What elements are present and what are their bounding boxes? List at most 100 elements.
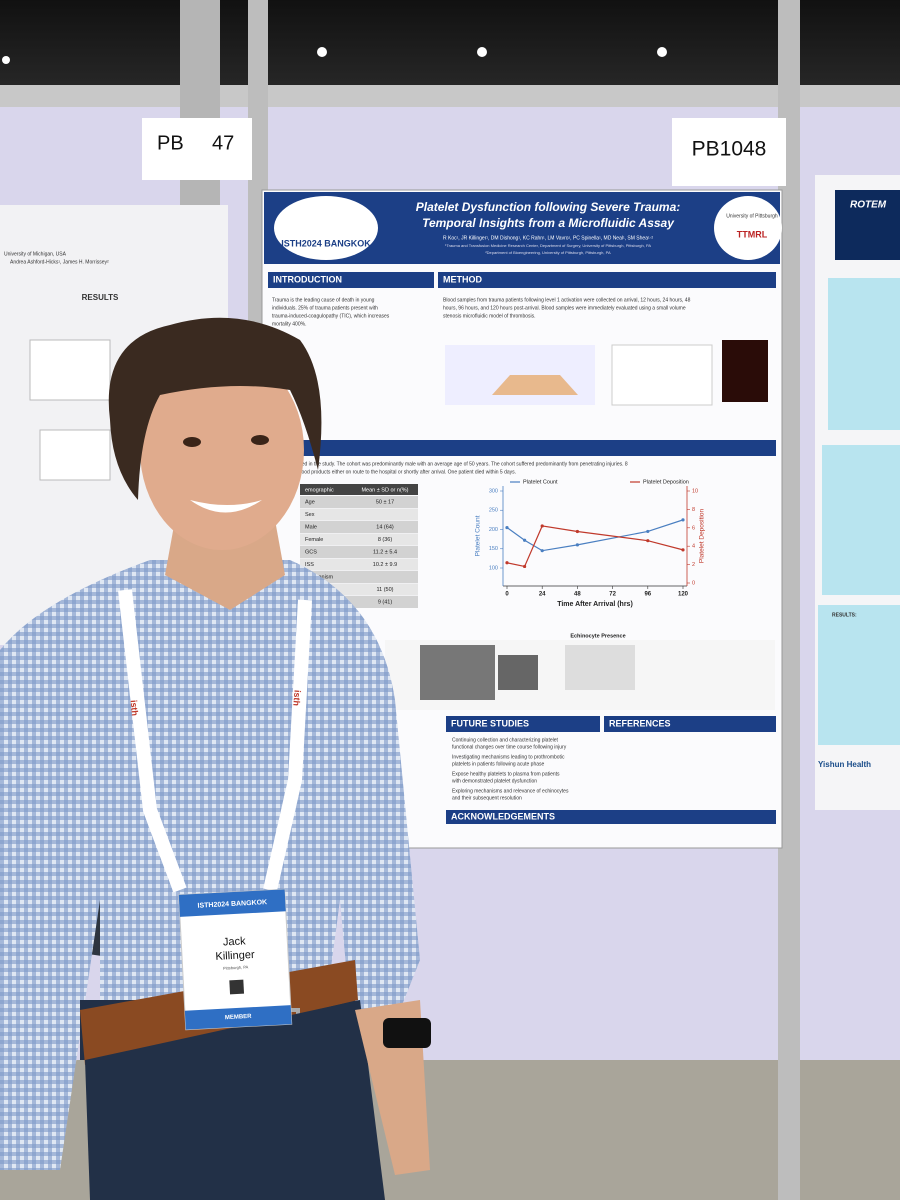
y-tick-label: 200	[489, 527, 498, 533]
booth-label: 47	[212, 132, 234, 154]
section-heading: INTRODUCTION	[273, 274, 342, 284]
section-heading: FUTURE STUDIES	[451, 718, 529, 728]
poster-text: functional changes over time course foll…	[452, 744, 567, 750]
sponsor: Yishun Health	[818, 760, 871, 769]
micrograph	[420, 645, 495, 700]
y-tick-label: 250	[489, 508, 498, 514]
badge-footer	[184, 1005, 292, 1030]
method-figure	[611, 344, 713, 406]
x-tick-label: 120	[678, 592, 689, 598]
light	[317, 47, 327, 57]
y-tick-label: 150	[489, 546, 498, 552]
series-point	[505, 561, 509, 565]
table-value: 50 ± 17	[376, 499, 394, 505]
table-label: Sex	[305, 512, 315, 518]
qr-code	[229, 979, 245, 995]
person: isth isth ISTH2024 BANGKOK Jack Killinge…	[0, 317, 431, 1200]
booth-label: PB	[157, 132, 184, 154]
series-point	[575, 543, 580, 547]
section-bar	[268, 272, 434, 288]
x-axis-label: Time After Arrival (hrs)	[557, 601, 633, 608]
table-value: 11 (50)	[376, 587, 393, 593]
hair	[108, 317, 322, 500]
series-point	[646, 539, 650, 543]
table-label: ISS	[305, 562, 314, 568]
face	[140, 350, 304, 550]
x-tick-label: 24	[539, 592, 546, 598]
poster-text: Andrea Ashford-Hicks¹, James H. Morrisse…	[10, 259, 109, 265]
poster-text: University of Michigan, USA	[4, 251, 67, 257]
y2-tick-label: 6	[692, 525, 695, 531]
poster-title: Platelet Dysfunction following Severe Tr…	[416, 200, 681, 214]
series-point	[523, 538, 527, 542]
poster-text: stenosis microfluidic model of thrombosi…	[443, 313, 536, 319]
method-image	[722, 340, 768, 402]
table-row	[300, 508, 418, 521]
logo-badge	[714, 196, 782, 260]
y-axis-label: Platelet Count	[475, 515, 482, 556]
poster-box	[818, 605, 900, 745]
echinocyte-bars	[565, 645, 635, 690]
badge-first-name: Jack	[223, 935, 247, 948]
series-point	[681, 548, 685, 552]
light	[477, 47, 487, 57]
section-bar	[446, 716, 600, 732]
frame-top	[0, 85, 900, 107]
poster-text: and their subsequent resolution	[452, 795, 522, 801]
section-bar	[446, 810, 776, 824]
series-point	[540, 549, 544, 553]
poster-text: mortality 400%.	[272, 321, 306, 327]
light	[657, 47, 667, 57]
poster-text: individuals. 25% of trauma patients pres…	[272, 305, 378, 311]
y2-tick-label: 10	[692, 488, 698, 494]
series-point	[540, 524, 544, 528]
logo: TTMRL	[737, 229, 768, 239]
lanyard	[263, 599, 312, 892]
section-heading: REFERENCES	[609, 718, 671, 728]
poster-text: ts were enrolled in the study. The cohor…	[272, 461, 628, 467]
series-line	[506, 525, 684, 568]
poster-affiliation: ²Department of Bioengineering, Universit…	[485, 250, 611, 255]
series-point	[523, 564, 527, 569]
poster-text: with demonstrated platelet dysfunction	[452, 778, 537, 784]
badge-header	[178, 889, 286, 917]
poster-title: Temporal Insights from a Microfluidic As…	[422, 216, 675, 230]
legend-label: Platelet Deposition	[643, 479, 689, 485]
section-bar	[604, 716, 776, 732]
table-label: Female	[305, 537, 323, 543]
poster-box	[822, 445, 900, 595]
poster-text: hours, 96 hours, and 120 hours post-arri…	[443, 305, 686, 311]
logo: ISTH2024 BANGKOK	[281, 238, 371, 248]
badge: ISTH2024 BANGKOK Jack Killinger Pittsbur…	[178, 888, 293, 1031]
lanyard	[118, 589, 187, 893]
lanyard-text: isth	[129, 700, 140, 717]
poster-text: ts received blood products either on rou…	[272, 469, 516, 475]
watch	[383, 1018, 431, 1048]
section-bar	[268, 440, 776, 456]
table-row	[300, 546, 418, 558]
poster-text: Blood samples from trauma patients follo…	[443, 297, 691, 303]
poster-text: trauma-induced-coagulopathy (TIC), which…	[272, 313, 390, 319]
table-value: 11.2 ± 5.4	[373, 549, 397, 555]
badge-city: Pittsburgh, PA	[223, 964, 249, 970]
poster-text: platelets in patients following acute ph…	[452, 761, 545, 767]
table-label: Male	[305, 524, 317, 530]
poster-header	[835, 190, 900, 260]
table-label: GCS	[305, 549, 317, 555]
table-header: emographic	[305, 487, 334, 493]
poster-text: Exploring mechanisms and relevance of ec…	[452, 788, 569, 794]
table-value: 10.2 ± 9.9	[373, 562, 397, 568]
poster-authors: R Koc¹, JR Killinger¹, DM Dishong¹, KC R…	[443, 235, 653, 241]
y2-tick-label: 0	[692, 580, 695, 586]
y2-tick-label: 4	[692, 544, 695, 550]
ceiling	[0, 0, 900, 100]
booth-label: PB1048	[692, 138, 767, 161]
poster-figure	[29, 339, 111, 401]
badge-last-name: Killinger	[215, 949, 255, 963]
y2-tick-label: 2	[692, 562, 695, 568]
method-figure	[492, 375, 578, 395]
table-row	[300, 533, 418, 546]
pants	[85, 1000, 385, 1200]
